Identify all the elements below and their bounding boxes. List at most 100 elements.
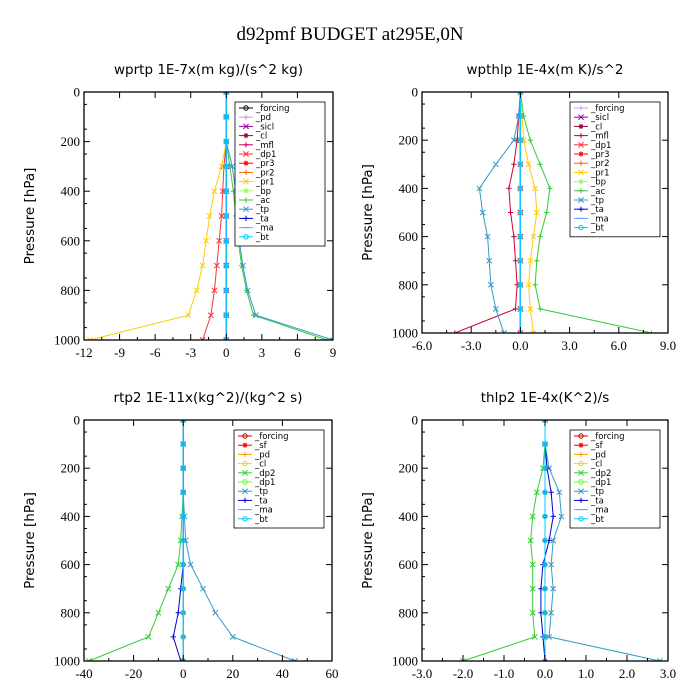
- data-point: [211, 188, 218, 195]
- legend-marker: [242, 479, 248, 485]
- data-point: [531, 633, 538, 640]
- legend-marker: [243, 197, 249, 203]
- legend-entry: _mfl: [590, 132, 609, 142]
- x-tick-label: 3.0: [561, 338, 577, 353]
- legend-marker: [243, 114, 249, 120]
- figure-title: d92pmf BUDGET at295E,0N: [236, 24, 463, 45]
- y-tick-label: 0: [412, 413, 419, 428]
- legend-entry: _bt: [254, 515, 269, 525]
- y-tick-label: 600: [399, 229, 419, 244]
- chart-panel-p4: thlp2 1E-4x(K^2)/s Pressure [hPa] -3.0 -2.0…: [360, 390, 676, 681]
- data-point: [180, 610, 186, 616]
- data-point: [180, 465, 186, 471]
- x-tick-label: -3: [185, 345, 196, 360]
- data-point: [180, 441, 186, 447]
- legend-marker: [578, 179, 584, 185]
- legend-marker: [578, 114, 584, 121]
- data-point: [511, 161, 517, 167]
- x-tick-label: 40: [276, 666, 289, 681]
- data-point: [86, 337, 93, 340]
- data-point: [476, 185, 483, 192]
- y-tick-label: 400: [61, 184, 81, 199]
- y-tick-label: 1000: [392, 326, 418, 341]
- x-tick-label: -2.0: [453, 666, 474, 681]
- x-tick-label: 6: [294, 345, 301, 360]
- data-point: [532, 185, 539, 192]
- data-point: [492, 305, 499, 312]
- data-point: [542, 537, 548, 544]
- x-tick-label: 0: [223, 345, 230, 360]
- legend-entry: _bt: [590, 515, 605, 525]
- data-point: [556, 489, 563, 496]
- data-point: [223, 312, 229, 318]
- data-point: [542, 489, 548, 495]
- data-point: [487, 281, 494, 288]
- legend-entry: _tp: [590, 196, 604, 206]
- x-tick-label: 0.0: [537, 666, 553, 681]
- legend-entry: _forcing: [254, 432, 289, 442]
- legend-marker: [578, 516, 584, 522]
- y-tick-label: 0: [74, 85, 81, 100]
- data-point: [223, 163, 229, 170]
- data-point: [558, 513, 565, 520]
- x-tick-label: -12: [75, 345, 92, 360]
- y-tick-label: 400: [61, 509, 81, 524]
- y-tick-label: 800: [61, 605, 81, 620]
- series-line: [462, 420, 546, 661]
- legend-entry: _dp2: [254, 469, 275, 479]
- y-axis-label: Pressure [hPa]: [360, 164, 376, 261]
- data-point: [200, 585, 206, 592]
- legend-marker: [243, 151, 249, 157]
- y-tick-label: 800: [61, 283, 81, 298]
- legend-entry: _dp1: [254, 478, 275, 488]
- legend-entry: _ac: [255, 196, 270, 206]
- legend-entry: _ta: [254, 496, 268, 506]
- series-group: [86, 420, 298, 661]
- data-point: [479, 209, 486, 216]
- data-point: [530, 233, 537, 240]
- data-point: [452, 330, 458, 333]
- legend-marker: [243, 123, 249, 130]
- data-point: [534, 258, 540, 264]
- x-tick-label: -3.0: [461, 338, 482, 353]
- x-tick-label: 0: [180, 666, 187, 681]
- data-point: [517, 306, 524, 312]
- legend-marker: [578, 151, 584, 157]
- series-line: [478, 92, 521, 333]
- legend: _forcing_sicl_cl_mfl_dp1_pr3_pr2_pr1_bp_…: [569, 101, 661, 238]
- legend-marker: [578, 469, 584, 476]
- legend-marker: [243, 206, 249, 213]
- legend-entry: _sicl: [590, 113, 609, 123]
- x-tick-label: -6.0: [412, 338, 433, 353]
- y-tick-label: 200: [399, 133, 419, 148]
- y-tick-label: 0: [412, 85, 419, 100]
- data-point: [206, 213, 213, 219]
- legend-entry: _dp2: [590, 469, 611, 479]
- data-point: [244, 287, 251, 294]
- data-point: [542, 561, 548, 568]
- data-point: [492, 161, 499, 168]
- panel-title: wpthlp 1E-4x(m K)/s^2: [467, 62, 624, 78]
- legend-marker: [578, 169, 584, 176]
- legend-entry: _cl: [255, 132, 267, 142]
- data-point: [180, 586, 186, 592]
- y-tick-label: 200: [399, 461, 419, 476]
- legend-entry: _ta: [255, 214, 269, 224]
- data-point: [512, 306, 519, 312]
- legend-marker: [242, 516, 248, 522]
- data-point: [517, 233, 524, 240]
- data-point: [649, 330, 655, 333]
- data-point: [529, 609, 536, 616]
- data-point: [330, 337, 333, 340]
- legend-marker: [578, 188, 584, 194]
- x-tick-label: 2.0: [619, 666, 635, 681]
- legend-entry: _sf: [254, 441, 268, 451]
- legend-marker: [242, 460, 248, 467]
- data-point: [213, 262, 220, 269]
- data-point: [291, 658, 298, 661]
- data-point: [511, 234, 517, 240]
- x-tick-label: 3: [259, 345, 266, 360]
- y-tick-label: 200: [61, 461, 81, 476]
- legend-entry: _pd: [255, 113, 271, 123]
- data-point: [223, 213, 229, 219]
